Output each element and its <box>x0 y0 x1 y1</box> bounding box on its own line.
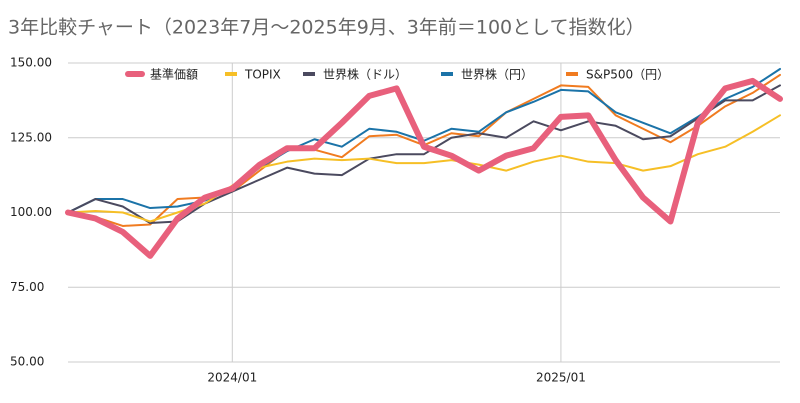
series-line <box>67 84 781 224</box>
y-tick-label: 125.00 <box>10 130 52 144</box>
series-line <box>65 77 783 259</box>
y-tick-label: 50.00 <box>10 355 44 369</box>
legend-label: 基準価額 <box>150 67 198 82</box>
x-tick-label: 2025/01 <box>536 371 586 385</box>
legend-label: TOPIX <box>244 68 281 82</box>
y-tick-label: 75.00 <box>10 280 44 294</box>
chart-title: 3年比較チャート（2023年7月～2025年9月、3年前＝100として指数化） <box>8 17 645 39</box>
y-tick-label: 150.00 <box>10 56 52 70</box>
legend-label: 世界株（ドル） <box>323 67 407 82</box>
legend-label: 世界株（円） <box>461 67 533 82</box>
x-tick-label: 2024/01 <box>207 371 257 385</box>
legend-label: S&P500（円） <box>586 68 669 82</box>
y-tick-label: 100.00 <box>10 205 52 219</box>
